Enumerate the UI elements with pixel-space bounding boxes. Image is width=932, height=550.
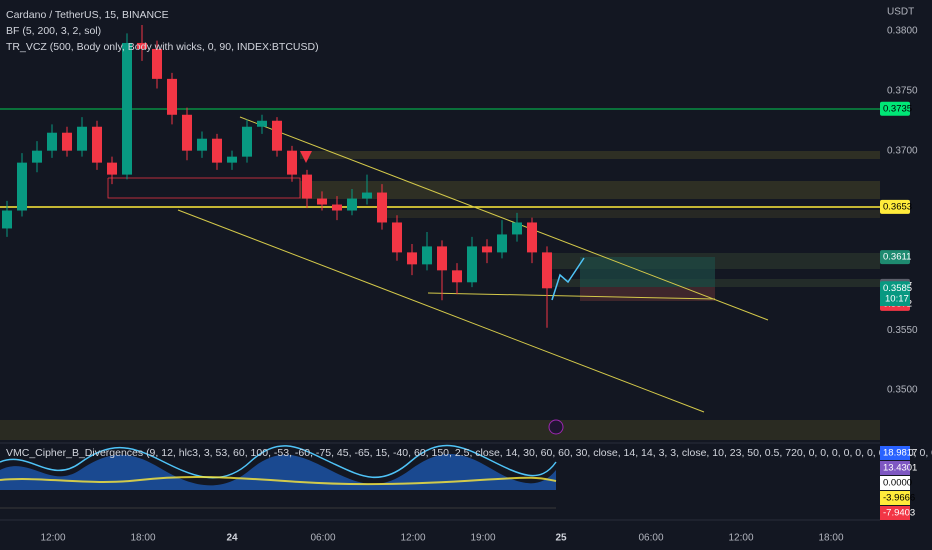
candle-body bbox=[137, 42, 147, 49]
candle-body bbox=[242, 126, 252, 157]
candle-body bbox=[227, 156, 237, 163]
trend-line bbox=[177, 209, 705, 413]
symbol: Cardano / TetherUS, 15, BINANCE bbox=[6, 9, 169, 21]
time-label: 25 bbox=[555, 533, 567, 544]
indicator-tag-label: -7.9403 bbox=[883, 508, 915, 519]
time-label: 19:00 bbox=[470, 533, 495, 544]
indicator-tag bbox=[880, 491, 910, 505]
time-label: 18:00 bbox=[818, 533, 843, 544]
candle-body bbox=[467, 246, 477, 283]
candle-body bbox=[182, 114, 192, 151]
candle-body bbox=[512, 222, 522, 235]
time-label: 12:00 bbox=[40, 533, 65, 544]
candle-body bbox=[212, 138, 222, 163]
candle-body bbox=[377, 192, 387, 223]
price-label: 0.3750 bbox=[887, 85, 918, 96]
zone bbox=[300, 151, 880, 159]
candle-body bbox=[257, 120, 267, 127]
candle-body bbox=[197, 138, 207, 151]
price-label: 0.3550 bbox=[887, 325, 918, 336]
time-label: 12:00 bbox=[728, 533, 753, 544]
candle-body bbox=[452, 270, 462, 283]
candle-body bbox=[527, 222, 537, 253]
arrow bbox=[551, 257, 585, 301]
candles bbox=[2, 25, 552, 328]
indicator-tag-label: -3.9666 bbox=[883, 493, 915, 504]
candle-body bbox=[542, 252, 552, 289]
price-tag bbox=[880, 250, 910, 265]
candle-body bbox=[167, 78, 177, 115]
indicator-tag-label: 0.0000 bbox=[883, 478, 912, 489]
price-tag-label: 0.3585 bbox=[883, 283, 912, 294]
candle-body bbox=[17, 162, 27, 211]
indicator-panel bbox=[0, 442, 932, 509]
candle-body bbox=[317, 198, 327, 205]
time-label: 06:00 bbox=[310, 533, 335, 544]
candle-body bbox=[122, 42, 132, 175]
zone bbox=[0, 420, 880, 440]
candle-body bbox=[497, 234, 507, 253]
candle-body bbox=[2, 210, 12, 229]
candle-body bbox=[152, 48, 162, 79]
candle-body bbox=[422, 246, 432, 265]
trend-line bbox=[427, 292, 716, 300]
candle-body bbox=[272, 120, 282, 151]
zones bbox=[0, 151, 880, 440]
indicator-title: VMC_Cipher_B_Divergences (9, 12, hlc3, 3… bbox=[6, 447, 932, 459]
price-label: 0.3700 bbox=[887, 145, 918, 156]
study: BF (5, 200, 3, 2, sol) bbox=[6, 25, 101, 37]
time-label: 06:00 bbox=[638, 533, 663, 544]
trend-line bbox=[239, 116, 769, 321]
target-box bbox=[580, 257, 715, 287]
candle-body bbox=[287, 150, 297, 175]
candle-body bbox=[107, 162, 117, 175]
price-tag-label: 0.3735 bbox=[883, 103, 912, 114]
indicator-tag bbox=[880, 506, 910, 520]
box bbox=[107, 177, 301, 199]
price-tag bbox=[880, 199, 910, 214]
candle-body bbox=[437, 246, 447, 271]
indicator-tag bbox=[880, 446, 910, 460]
countdown: 10:17 bbox=[885, 294, 909, 305]
indicator-tag bbox=[880, 461, 910, 475]
candle-body bbox=[407, 252, 417, 265]
time-label: 18:00 bbox=[130, 533, 155, 544]
candle-body bbox=[332, 204, 342, 211]
indicator-tag bbox=[880, 476, 910, 490]
candle-body bbox=[482, 246, 492, 253]
price-tag bbox=[880, 281, 910, 296]
price-tag-label: 0.3653 bbox=[883, 201, 912, 212]
zone bbox=[300, 181, 880, 199]
candle-body bbox=[92, 126, 102, 163]
money-flow bbox=[0, 475, 557, 486]
signal bbox=[300, 151, 312, 163]
countdown-tag bbox=[880, 292, 910, 306]
study: TR_VCZ (500, Body only, Body with wicks,… bbox=[6, 41, 319, 53]
candle-body bbox=[62, 132, 72, 151]
candle-body bbox=[302, 174, 312, 199]
candle-body bbox=[32, 150, 42, 163]
time-label: 12:00 bbox=[400, 533, 425, 544]
candle-body bbox=[392, 222, 402, 253]
drawings bbox=[0, 108, 880, 435]
price-label: 0.3500 bbox=[887, 385, 918, 396]
stop-box bbox=[580, 287, 715, 301]
lightning-icon[interactable] bbox=[548, 419, 564, 435]
candle-body bbox=[77, 126, 87, 151]
zone bbox=[380, 210, 880, 218]
candle-body bbox=[347, 198, 357, 211]
candle-body bbox=[47, 132, 57, 151]
time-label: 24 bbox=[226, 533, 238, 544]
wave bbox=[0, 444, 557, 479]
price-tag-label: 0.3611 bbox=[883, 252, 911, 263]
price-label: 0.3800 bbox=[887, 26, 918, 37]
price-tag bbox=[880, 101, 910, 116]
indicator-tag-label: 13.4301 bbox=[883, 463, 917, 474]
currency: USDT bbox=[887, 7, 914, 18]
indicator-tag-label: 18.9817 bbox=[883, 448, 917, 459]
candle-body bbox=[362, 192, 372, 199]
